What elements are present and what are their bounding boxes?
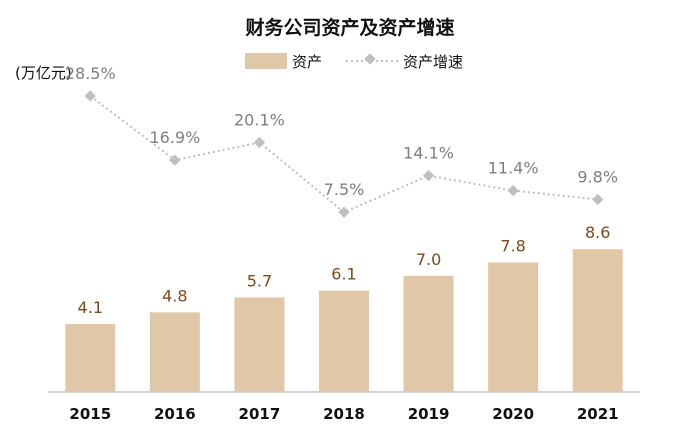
growth-marker-2020 bbox=[507, 184, 519, 197]
growth-label-2019: 14.1% bbox=[403, 144, 454, 163]
growth-marker-2018 bbox=[338, 206, 350, 218]
x-tick-2017: 2017 bbox=[239, 405, 281, 423]
bar-label-2018: 6.1 bbox=[331, 265, 356, 284]
bar-label-2020: 7.8 bbox=[500, 237, 525, 256]
x-tick-2015: 2015 bbox=[69, 405, 111, 423]
chart-title: 财务公司资产及资产增速 bbox=[245, 16, 454, 39]
bar-label-2015: 4.1 bbox=[78, 298, 103, 317]
bars-layer bbox=[65, 249, 623, 392]
bar-2018 bbox=[319, 290, 369, 392]
growth-marker-2016 bbox=[169, 154, 181, 166]
x-tick-2021: 2021 bbox=[577, 405, 619, 423]
bar-2019 bbox=[403, 275, 454, 392]
bar-2020 bbox=[488, 262, 539, 392]
legend-line-label: 资产增速 bbox=[403, 53, 463, 71]
legend: 资产 资产增速 bbox=[245, 53, 463, 71]
x-tick-2018: 2018 bbox=[323, 405, 365, 423]
labels-layer: 4.1 2015 4.8 2016 5.7 2017 6.1 2018 7.0 2019 7.8 20… bbox=[65, 64, 619, 423]
x-tick-2020: 2020 bbox=[492, 405, 534, 423]
growth-label-2021: 9.8% bbox=[577, 167, 618, 186]
bar-label-2017: 5.7 bbox=[247, 271, 272, 290]
growth-marker-2017 bbox=[253, 136, 266, 149]
bar-label-2016: 4.8 bbox=[162, 286, 187, 305]
growth-marker-2021 bbox=[592, 193, 604, 206]
legend-bar-label: 资产 bbox=[292, 53, 322, 71]
growth-label-2020: 11.4% bbox=[488, 159, 539, 178]
bar-2015 bbox=[65, 323, 116, 392]
legend-line-marker bbox=[364, 53, 376, 65]
growth-label-2016: 16.9% bbox=[149, 128, 200, 147]
x-tick-2019: 2019 bbox=[408, 405, 450, 423]
x-tick-2016: 2016 bbox=[154, 405, 196, 423]
growth-label-2017: 20.1% bbox=[234, 110, 285, 129]
bar-label-2019: 7.0 bbox=[416, 250, 441, 269]
growth-label-2015: 28.5% bbox=[65, 64, 116, 83]
legend-bar-swatch bbox=[245, 53, 287, 69]
growth-label-2018: 7.5% bbox=[324, 180, 365, 199]
bar-2017 bbox=[234, 297, 285, 392]
bar-2021 bbox=[572, 249, 623, 392]
bar-2016 bbox=[149, 312, 200, 392]
y-axis-unit: (万亿元) bbox=[15, 64, 72, 82]
bar-label-2021: 8.6 bbox=[585, 223, 610, 242]
growth-marker-2019 bbox=[422, 169, 435, 182]
